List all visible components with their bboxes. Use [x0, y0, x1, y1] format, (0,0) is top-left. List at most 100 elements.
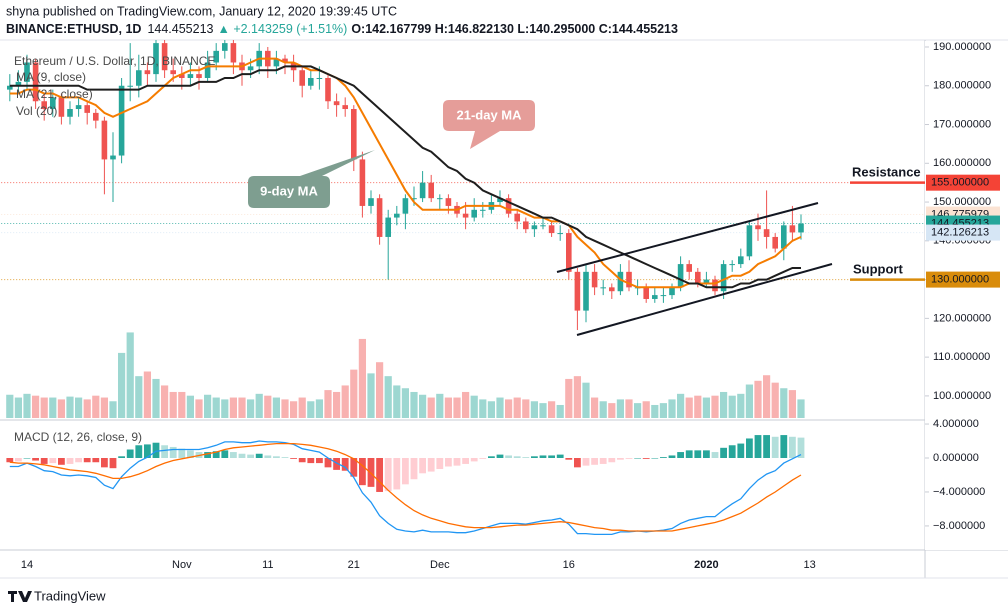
volume-bar — [694, 395, 702, 418]
macd-histogram-bar — [187, 450, 194, 458]
volume-bar — [625, 399, 633, 418]
candle-body — [497, 198, 503, 203]
candle-body — [583, 271, 589, 311]
volume-bar — [178, 391, 186, 418]
volume-bar — [513, 397, 521, 418]
volume-bar — [788, 390, 796, 418]
callout-9: 9-day MA — [248, 150, 375, 208]
macd-histogram-bar — [410, 458, 418, 480]
candle-body — [738, 256, 744, 265]
candle-body — [84, 105, 90, 113]
volume-bar — [384, 376, 392, 418]
volume-bar — [797, 399, 805, 418]
candle-body — [359, 159, 366, 206]
volume-bar — [487, 401, 495, 418]
y-tick-label: 4.000000 — [933, 418, 979, 430]
callout-21: 21-day MA — [443, 100, 535, 149]
macd-title: MACD (12, 26, close, 9) — [14, 430, 142, 444]
volume-bar — [720, 391, 728, 418]
macd-histogram-bar — [126, 449, 134, 458]
publisher-line: shyna published on TradingView.com, Janu… — [6, 4, 397, 18]
callout-text: 9-day MA — [260, 183, 318, 198]
ma-line — [9, 65, 801, 289]
price-label-bg — [926, 271, 1000, 288]
price-label: 142.126213 — [931, 226, 989, 238]
y-tick-label: 170.000000 — [933, 118, 991, 130]
volume-bar — [92, 395, 100, 418]
x-tick-label: Dec — [430, 559, 450, 571]
volume-bar — [651, 404, 659, 418]
price-label: 155.000000 — [931, 177, 989, 189]
candle-body — [643, 287, 649, 299]
candle-body — [101, 120, 108, 160]
candle-body — [308, 77, 314, 86]
candle-body — [574, 271, 581, 311]
macd-histogram-bar — [634, 458, 641, 459]
macd-histogram-bar — [101, 458, 108, 468]
macd-histogram-bar — [556, 454, 564, 458]
candle-body — [566, 233, 572, 272]
volume-bar — [367, 373, 375, 418]
macd-histogram-bar — [384, 458, 392, 492]
candle-body — [222, 43, 228, 51]
candle-layer — [7, 40, 804, 330]
symbol: BINANCE:ETHUSD, 1D — [6, 22, 141, 36]
candle-body — [428, 182, 434, 199]
x-tick-label: 21 — [348, 559, 360, 571]
volume-bar — [573, 376, 581, 418]
volume-bar — [780, 388, 788, 418]
macd-histogram-bar — [703, 450, 710, 458]
macd-histogram-bar — [763, 435, 770, 458]
candle-body — [394, 213, 400, 218]
volume-bar — [530, 401, 538, 418]
legend-ma21: MA (21, close) — [16, 87, 93, 101]
candle-body — [299, 70, 305, 86]
macd-histogram-bar — [582, 458, 590, 466]
callout-text: 21-day MA — [456, 107, 522, 122]
volume-bar — [376, 362, 384, 418]
macd-histogram-bar — [15, 458, 22, 462]
candle-body — [729, 264, 735, 266]
volume-bar — [444, 397, 452, 418]
axis-layer: 190.000000180.000000170.000000160.000000… — [21, 41, 1000, 571]
volume-bar — [195, 399, 203, 418]
macd-histogram-bar — [746, 438, 753, 458]
macd-histogram-bar — [307, 458, 315, 464]
volume-bar — [229, 397, 237, 418]
y-tick-label: 160.000000 — [933, 157, 991, 169]
y-tick-label: 0.000000 — [933, 452, 979, 464]
macd-histogram-bar — [548, 455, 555, 458]
volume-bar — [315, 399, 323, 418]
macd-histogram-bar — [445, 458, 452, 467]
macd-histogram-bar — [496, 454, 504, 458]
macd-histogram-bar — [685, 450, 693, 458]
x-tick-label: 13 — [803, 559, 815, 571]
candle-body — [58, 97, 65, 117]
volume-bar — [126, 332, 134, 418]
brand-logo — [8, 591, 32, 602]
volume-bar — [307, 401, 315, 418]
macd-histogram-bar — [290, 458, 297, 459]
candle-body — [523, 221, 529, 230]
volume-bar — [539, 403, 547, 418]
candle-body — [695, 271, 701, 284]
candle-body — [153, 43, 159, 75]
candle-body — [505, 198, 512, 214]
candle-body — [118, 85, 125, 156]
macd-histogram-bar — [255, 453, 263, 458]
y-tick-label: −8.000000 — [933, 520, 985, 532]
macd-histogram-bar — [350, 458, 358, 477]
candle-body — [720, 264, 727, 292]
candle-body — [798, 223, 804, 233]
resistance-label: Resistance — [852, 164, 921, 179]
macd-histogram-bar — [470, 458, 478, 462]
macd-histogram-bar — [161, 445, 168, 458]
macd-histogram-bar — [488, 456, 495, 458]
volume-bar — [737, 393, 745, 418]
volume-bar — [548, 401, 556, 418]
macd-histogram-bar — [238, 453, 246, 458]
candle-body — [669, 287, 675, 296]
macd-histogram-bar — [737, 443, 745, 458]
volume-bar — [143, 371, 151, 418]
